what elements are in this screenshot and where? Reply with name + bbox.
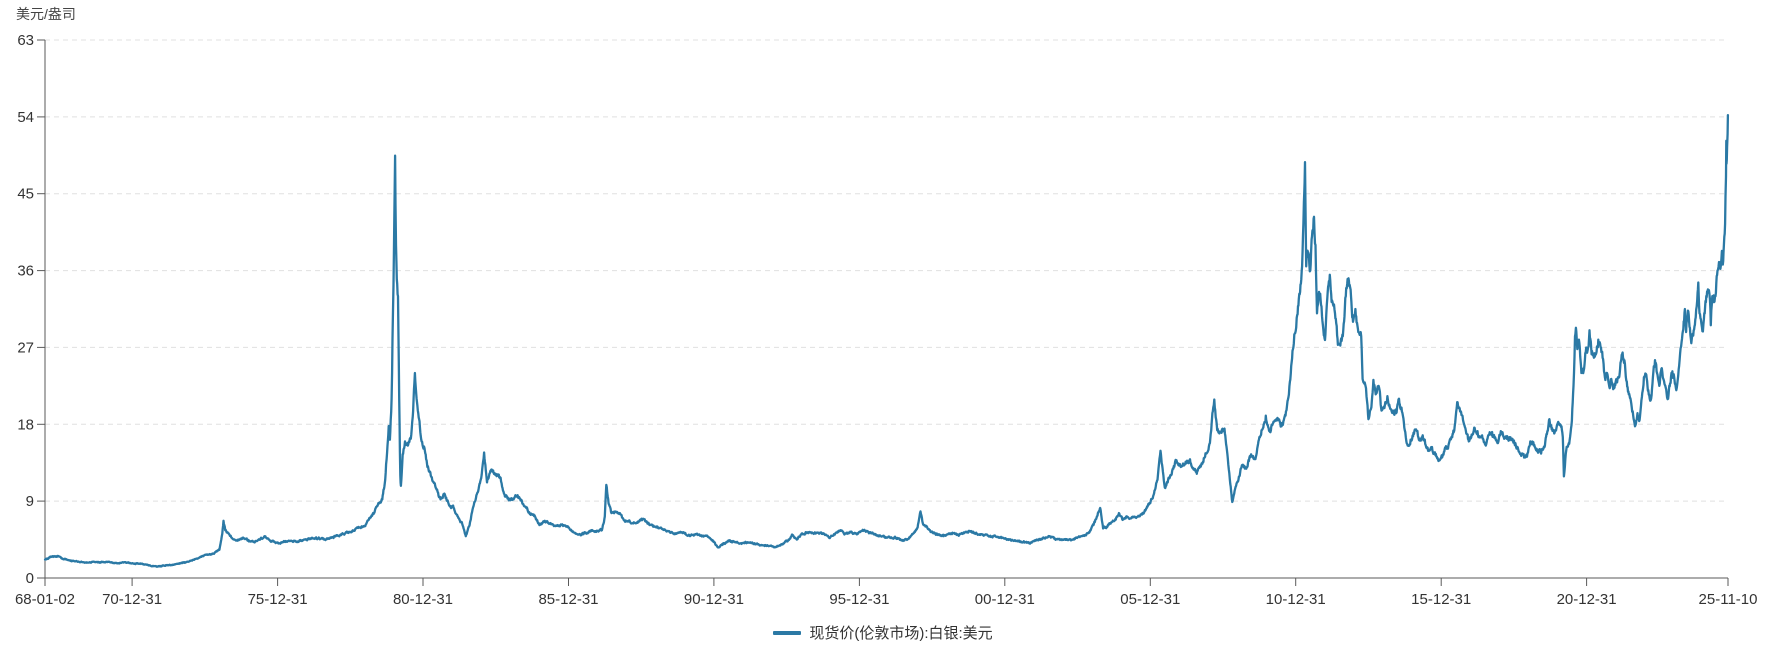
y-axis-unit-label: 美元/盎司 [16, 6, 76, 22]
x-tick-label: 68-01-02 [15, 591, 75, 608]
y-tick-label: 27 [17, 339, 34, 356]
y-tick-label: 18 [17, 416, 34, 433]
axes: 0 9 18 27 36 45 54 63 68-01-02 70-12-31 75-12-31 80… [15, 32, 1757, 608]
y-tick-label: 45 [17, 186, 34, 203]
x-tick-label: 80-12-31 [393, 591, 453, 608]
x-tick-label: 95-12-31 [829, 591, 889, 608]
y-tick-label: 0 [26, 570, 34, 587]
x-tick-label: 15-12-31 [1411, 591, 1471, 608]
x-tick-label: 70-12-31 [102, 591, 162, 608]
y-tick-label: 63 [17, 32, 34, 49]
silver-price-line[interactable] [43, 113, 1730, 568]
x-tick-label: 75-12-31 [248, 591, 308, 608]
y-tick-label: 9 [26, 493, 34, 510]
x-tick-label: 25-11-10 [1699, 591, 1758, 608]
x-tick-label: 20-12-31 [1557, 591, 1617, 608]
x-tick-label: 05-12-31 [1120, 591, 1180, 608]
x-tick-label: 00-12-31 [975, 591, 1035, 608]
x-tick-label: 90-12-31 [684, 591, 744, 608]
legend-item-silver[interactable]: 现货价(伦敦市场):白银:美元 [773, 622, 993, 643]
x-tick-label: 85-12-31 [538, 591, 598, 608]
x-tick-label: 10-12-31 [1266, 591, 1326, 608]
legend-line-icon [773, 630, 802, 635]
legend-label: 现货价(伦敦市场):白银:美元 [809, 625, 993, 642]
y-tick-label: 36 [17, 263, 34, 280]
y-tick-label: 54 [17, 109, 34, 126]
gridlines [45, 39, 1728, 502]
legend: 现货价(伦敦市场):白银:美元 [0, 622, 1766, 643]
